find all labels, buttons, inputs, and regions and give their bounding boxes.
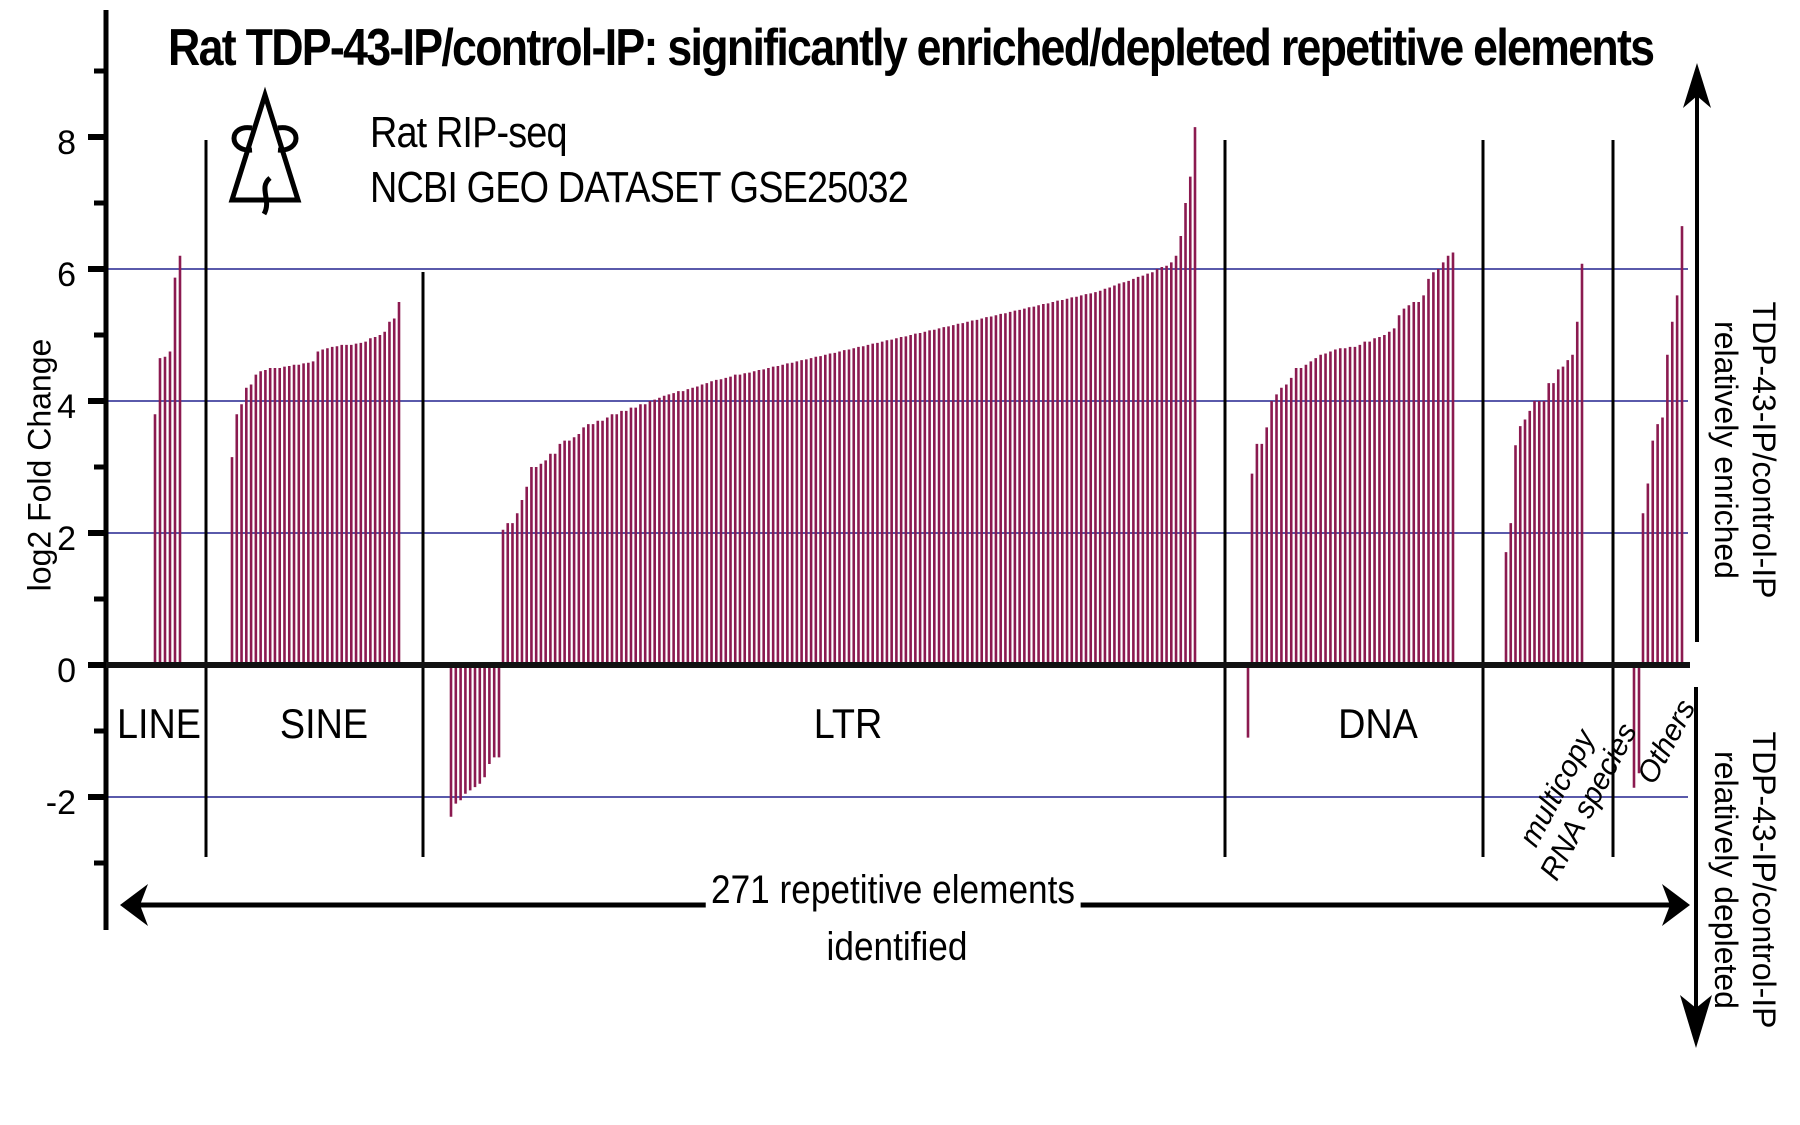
x-axis-label-line2: identified [826,925,968,969]
category-separators [204,140,1615,857]
chart-subtitle-geo-accession: NCBI GEO DATASET GSE25032 [370,163,909,212]
chart-subtitle-dataset-type: Rat RIP-seq [370,108,567,157]
category-label-sine: SINE [279,700,369,747]
y-tick-6: 6 [57,256,76,294]
depleted-side-label: TDP-43-IP/control-IP relatively depleted [1707,732,1783,1029]
enriched-side-label-line1: TDP-43-IP/control-IP [1746,301,1782,599]
depleted-down-arrow [1680,687,1712,1048]
y-ticks [88,68,106,866]
depleted-side-label-line2: relatively depleted [1708,751,1744,1009]
depleted-side-label-line1: TDP-43-IP/control-IP [1746,731,1782,1029]
category-label-dna: DNA [1338,700,1418,747]
category-label-line: LINE [116,700,202,747]
y-tick-2: 2 [57,520,76,558]
enriched-side-label: TDP-43-IP/control-IP relatively enriched [1707,302,1783,599]
enriched-side-label-line2: relatively enriched [1708,321,1744,579]
x-axis-label-line1: 271 repetitive elements [705,868,1081,913]
enriched-up-arrow [1683,63,1711,642]
bars [153,127,1684,817]
chart-title: Rat TDP-43-IP/control-IP: significantly … [168,19,1655,77]
rna-binding-protein-triangle-icon [228,86,302,216]
y-tick-4: 4 [57,388,76,426]
y-tick-minus-2: -2 [45,784,76,822]
axes [103,10,1690,930]
y-tick-0: 0 [57,652,76,690]
category-label-ltr: LTR [813,700,883,747]
y-tick-8: 8 [57,124,76,162]
